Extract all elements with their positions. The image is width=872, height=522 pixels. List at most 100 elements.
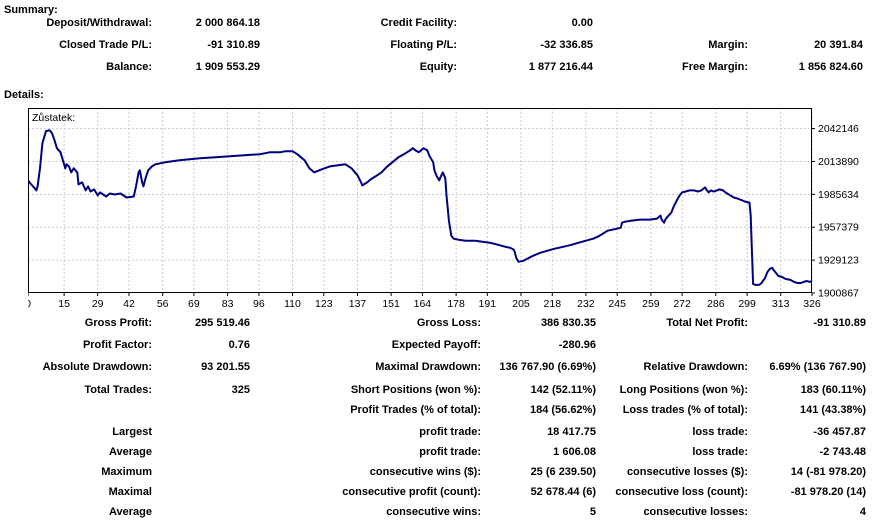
details-label: Gross Profit: [84, 317, 152, 329]
details-label: consecutive loss (count): [615, 486, 748, 498]
details-label [596, 334, 748, 356]
x-axis-tick-label: 178 [447, 298, 465, 310]
details-label: Short Positions (won %): [350, 384, 481, 396]
chart-title: Zůstatek: [32, 112, 75, 124]
details-row: Absolute Drawdown: 93 201.55 Maximal Drawd… [0, 356, 866, 378]
summary-row: Balance: 1 909 553.29 Equity: 1 877 216.44 F… [0, 56, 863, 78]
x-axis-tick-label: 110 [284, 298, 301, 310]
details-value: 136 767.90 (6.69%) [499, 361, 596, 373]
details-value: 183 (60.11%) [800, 384, 866, 396]
x-axis-tick-label: 83 [222, 298, 234, 310]
x-axis-tick-label: 56 [157, 298, 169, 310]
details-label: profit trade: [419, 446, 481, 458]
summary-value: 1 909 553.29 [195, 61, 260, 73]
summary-label: Credit Facility: [380, 17, 457, 29]
details-label: Loss trades (% of total): [622, 404, 748, 416]
details-value: 295 519.46 [194, 317, 250, 329]
details-label: Relative Drawdown: [643, 361, 748, 373]
details-label: consecutive losses: [643, 506, 748, 518]
details-value: 1 606.08 [553, 446, 596, 458]
x-axis-tick-label: 15 [58, 298, 70, 310]
x-axis-tick-label: 137 [349, 298, 367, 310]
x-axis-tick-label: 218 [544, 298, 562, 310]
x-axis-tick-label: 164 [414, 298, 432, 310]
summary-label: Closed Trade P/L: [59, 39, 152, 51]
summary-label: Margin: [708, 39, 748, 51]
details-label: consecutive wins: [386, 506, 481, 518]
details-label: Maximal Drawdown: [375, 361, 481, 373]
balance-chart-svg: 0 15 29 42 56 69 83 96 110 123 137 151 164 178 191 205 2… [25, 108, 859, 310]
details-label: Maximum [101, 466, 152, 478]
details-label: consecutive losses ($): [626, 466, 748, 478]
x-axis-tick-label: 0 [28, 298, 31, 310]
x-axis-tick-label: 191 [479, 298, 497, 310]
details-value: -91 310.89 [813, 317, 866, 329]
details-value: 18 417.75 [547, 426, 596, 438]
details-section-title: Details: [4, 89, 44, 101]
details-label: consecutive profit (count): [342, 486, 481, 498]
details-label: Maximal [108, 486, 152, 498]
details-value: 0.76 [228, 339, 250, 351]
details-value: 184 (56.62%) [529, 404, 596, 416]
details-table: Gross Profit: 295 519.46 Gross Loss: 386 83… [0, 312, 866, 522]
details-row: Maximum consecutive wins ($): 25 (6 239.50… [0, 462, 866, 482]
details-label: Expected Payoff: [391, 339, 481, 351]
details-value: 52 678.44 (6) [530, 486, 596, 498]
summary-label: Equity: [419, 61, 457, 73]
details-value [152, 502, 250, 522]
details-label: loss trade: [692, 446, 748, 458]
details-value [152, 462, 250, 482]
details-value [152, 400, 250, 420]
y-axis-tick-label: 2013890 [818, 156, 859, 168]
summary-section-title: Summary: [4, 4, 58, 16]
details-value: 14 (-81 978.20) [790, 466, 866, 478]
details-row: Maximal consecutive profit (count): 52 678… [0, 482, 866, 502]
details-value: 6.69% (136 767.90) [769, 361, 866, 373]
summary-row: Deposit/Withdrawal: 2 000 864.18 Credit Fa… [0, 12, 863, 34]
details-label: profit trade: [419, 426, 481, 438]
summary-label [593, 12, 748, 34]
details-row: Total Trades: 325 Short Positions (won %):… [0, 380, 866, 400]
x-axis-tick-label: 42 [123, 298, 135, 310]
details-label: Absolute Drawdown: [42, 361, 152, 373]
summary-value: 1 877 216.44 [528, 61, 593, 73]
x-axis-tick-label: 272 [673, 298, 691, 310]
details-value: 5 [589, 506, 596, 518]
x-axis-tick-label: 299 [738, 298, 756, 310]
summary-value: -32 336.85 [540, 39, 593, 51]
details-label [0, 400, 152, 420]
y-axis-tick-label: 1900867 [818, 288, 859, 300]
summary-value: 0.00 [571, 17, 593, 29]
details-value: 142 (52.11%) [530, 384, 596, 396]
details-label: Total Net Profit: [666, 317, 748, 329]
details-label: Gross Loss: [416, 317, 481, 329]
summary-label: Deposit/Withdrawal: [46, 17, 152, 29]
details-value: 4 [859, 506, 866, 518]
summary-value: -91 310.89 [207, 39, 260, 51]
summary-label: Free Margin: [681, 61, 748, 73]
y-axis-tick-label: 2042146 [818, 123, 859, 135]
y-axis-tick-label: 1929123 [818, 255, 859, 267]
details-row: Average consecutive wins: 5 consecutive los… [0, 502, 866, 522]
summary-value: 2 000 864.18 [195, 17, 260, 29]
x-axis-tick-label: 69 [188, 298, 200, 310]
x-axis-tick-label: 259 [642, 298, 660, 310]
details-value: 93 201.55 [201, 361, 250, 373]
details-label: Largest [112, 426, 152, 438]
details-value: 141 (43.38%) [799, 404, 866, 416]
summary-row: Closed Trade P/L: -91 310.89 Floating P/L:… [0, 34, 863, 56]
x-axis-tick-label: 286 [707, 298, 725, 310]
summary-value [748, 12, 863, 34]
details-row: Profit Trades (% of total): 184 (56.62%) L… [0, 400, 866, 420]
x-axis-tick-label: 205 [512, 298, 530, 310]
summary-label: Balance: [106, 61, 152, 73]
summary-value: 20 391.84 [814, 39, 863, 51]
x-axis-tick-label: 245 [608, 298, 626, 310]
details-row: Gross Profit: 295 519.46 Gross Loss: 386 83… [0, 312, 866, 334]
details-value: -2 743.48 [819, 446, 866, 458]
x-axis-tick-label: 29 [92, 298, 104, 310]
details-value [748, 334, 866, 356]
details-label: Average [108, 446, 152, 458]
y-axis-tick-label: 1985634 [818, 189, 859, 201]
balance-chart: 0 15 29 42 56 69 83 96 110 123 137 151 164 178 191 205 2… [25, 104, 872, 310]
